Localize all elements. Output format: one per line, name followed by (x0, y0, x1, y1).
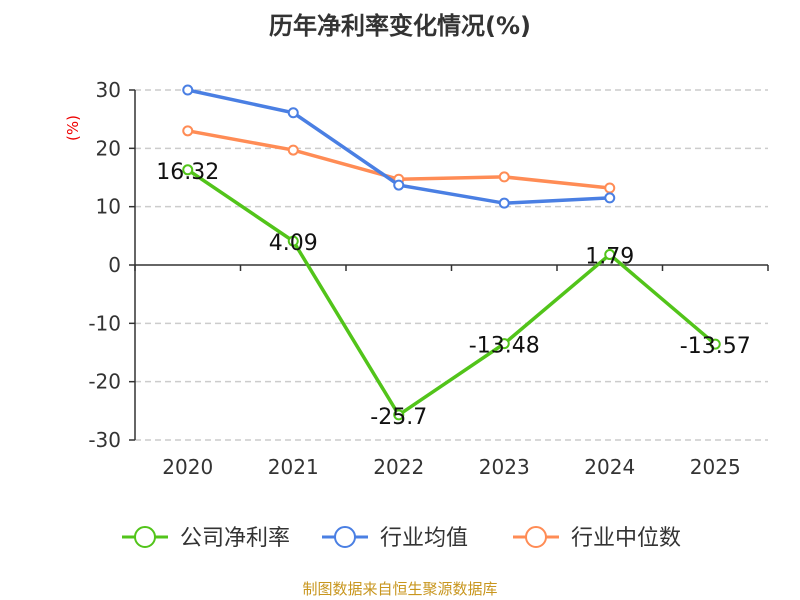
y-tick-label: 30 (96, 78, 121, 102)
data-point (498, 338, 510, 350)
data-point (287, 235, 299, 247)
legend-label: 行业中位数 (571, 526, 681, 551)
data-point (604, 182, 616, 194)
series-line (186, 168, 717, 418)
data-label: 4.09 (269, 231, 318, 256)
source-footer: 制图数据来自恒生聚源数据库 (302, 580, 498, 598)
x-tick-label: 2022 (373, 455, 424, 479)
data-point (393, 409, 405, 421)
x-tick-label: 2023 (479, 455, 530, 479)
data-label: -13.48 (469, 334, 540, 359)
y-tick-label: 10 (96, 195, 121, 219)
x-tick-label: 2025 (690, 455, 741, 479)
legend-label: 行业均值 (380, 526, 468, 551)
data-point (287, 144, 299, 156)
x-tick-label: 2024 (584, 455, 635, 479)
y-tick-label: 20 (96, 136, 121, 160)
x-tick-label: 2021 (268, 455, 319, 479)
data-point (604, 249, 616, 261)
data-point (182, 125, 194, 137)
y-tick-label: -30 (88, 428, 121, 452)
data-label: 1.79 (585, 245, 634, 270)
legend-marker-icon (134, 526, 156, 548)
y-tick-label: -10 (88, 311, 121, 335)
data-point (498, 171, 510, 183)
data-label: -25.7 (370, 405, 427, 430)
data-point (498, 197, 510, 209)
y-tick-label: -20 (88, 370, 121, 394)
data-label: -13.57 (680, 334, 751, 359)
legend-label: 公司净利率 (180, 526, 290, 551)
data-point (393, 179, 405, 191)
legend-marker-icon (334, 526, 356, 548)
chart-title: 历年净利率变化情况(%) (269, 12, 531, 40)
legend-marker-icon (525, 526, 547, 548)
data-label: 16.32 (156, 160, 219, 185)
y-tick-label: 0 (108, 253, 121, 277)
data-point (182, 84, 194, 96)
data-point (287, 107, 299, 119)
data-point (182, 164, 194, 176)
x-tick-label: 2020 (162, 455, 213, 479)
y-axis-label: (%) (64, 115, 82, 141)
data-point (709, 338, 721, 350)
data-point (604, 192, 616, 204)
